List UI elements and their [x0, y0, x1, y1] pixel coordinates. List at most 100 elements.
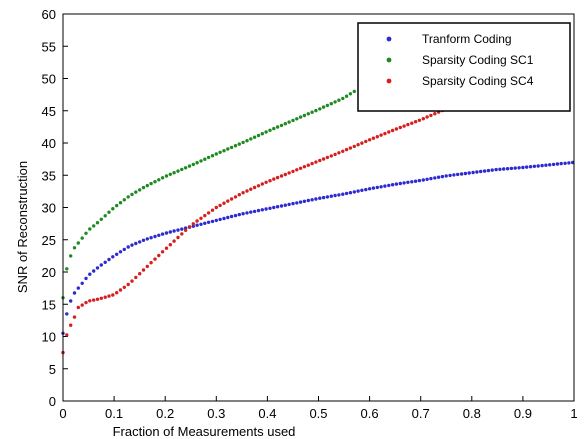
data-point	[80, 281, 84, 285]
data-point	[69, 254, 73, 258]
data-point	[260, 132, 264, 136]
data-point	[375, 135, 379, 139]
data-point	[95, 221, 100, 225]
data-point	[367, 187, 372, 191]
data-point	[329, 154, 333, 158]
y-tick-label: 55	[42, 39, 56, 54]
y-tick-label: 25	[42, 233, 56, 248]
data-point	[467, 171, 471, 175]
data-point	[203, 221, 207, 225]
data-point	[256, 208, 261, 213]
data-point	[233, 213, 238, 218]
data-point	[107, 210, 111, 214]
data-point	[287, 120, 291, 124]
data-point	[206, 220, 211, 224]
data-point	[283, 122, 287, 126]
data-point	[191, 162, 195, 167]
plot-frame	[62, 13, 575, 402]
data-point	[325, 195, 330, 199]
data-point	[310, 198, 314, 202]
data-point	[157, 233, 161, 237]
data-point	[145, 237, 149, 241]
data-point	[329, 102, 333, 106]
data-point	[138, 272, 142, 276]
data-point	[352, 190, 356, 194]
data-point	[283, 203, 287, 207]
data-point	[84, 231, 88, 235]
x-tick-label: 0.3	[207, 406, 225, 421]
data-point	[444, 174, 448, 178]
data-point	[180, 227, 184, 231]
data-point	[172, 229, 176, 233]
data-point	[183, 166, 188, 170]
data-point	[494, 167, 498, 172]
data-point	[249, 137, 253, 141]
data-point	[241, 212, 245, 216]
data-point	[168, 230, 172, 234]
data-point	[138, 188, 142, 192]
data-point	[321, 195, 326, 200]
data-point	[226, 215, 230, 220]
data-point	[95, 297, 100, 301]
data-point	[210, 154, 215, 158]
x-tick-label: 0.9	[514, 406, 532, 421]
data-point	[218, 203, 222, 208]
y-tick-label: 35	[42, 168, 56, 183]
data-point	[180, 232, 184, 236]
data-point	[448, 173, 452, 178]
data-point	[111, 293, 115, 297]
data-point	[291, 201, 295, 206]
series-1	[61, 89, 356, 300]
data-point	[325, 155, 330, 160]
data-point	[115, 291, 119, 295]
data-point	[517, 166, 521, 170]
data-point	[528, 165, 533, 169]
x-tick-label: 1	[570, 406, 577, 421]
data-point	[502, 167, 506, 171]
data-point	[333, 100, 337, 104]
data-point	[348, 92, 353, 96]
data-point	[337, 193, 341, 197]
data-point	[149, 261, 153, 265]
data-point	[130, 192, 134, 197]
legend-box	[357, 22, 571, 112]
data-point	[115, 252, 119, 256]
data-point	[214, 152, 218, 156]
data-point	[195, 223, 199, 227]
data-point	[406, 122, 410, 127]
data-point	[214, 205, 218, 210]
data-point	[348, 146, 353, 150]
data-point	[115, 203, 119, 208]
data-point	[264, 207, 268, 211]
data-point	[540, 163, 544, 168]
data-point	[394, 127, 399, 131]
data-point	[341, 149, 345, 153]
data-point	[130, 279, 134, 283]
data-point	[417, 118, 422, 123]
data-point	[298, 115, 303, 119]
legend-label-0: Tranform Coding	[422, 32, 512, 46]
data-point	[314, 108, 318, 113]
data-point	[548, 163, 552, 167]
data-point	[164, 231, 169, 235]
data-point	[92, 298, 96, 302]
data-point	[130, 243, 134, 247]
series-layer	[61, 89, 575, 355]
data-point	[191, 224, 195, 228]
data-point	[479, 169, 483, 174]
data-point	[360, 188, 364, 192]
data-point	[92, 269, 96, 273]
data-point	[164, 246, 169, 250]
x-tick-label: 0	[59, 406, 66, 421]
data-point	[268, 206, 272, 210]
data-point	[567, 161, 571, 165]
data-point	[203, 213, 207, 218]
data-point	[379, 133, 383, 137]
data-point	[157, 253, 161, 258]
data-point	[233, 195, 238, 199]
data-point	[210, 208, 215, 212]
x-tick-label: 0.6	[361, 406, 379, 421]
y-tick-label: 5	[49, 362, 56, 377]
data-point	[99, 217, 104, 221]
data-point	[252, 185, 257, 190]
